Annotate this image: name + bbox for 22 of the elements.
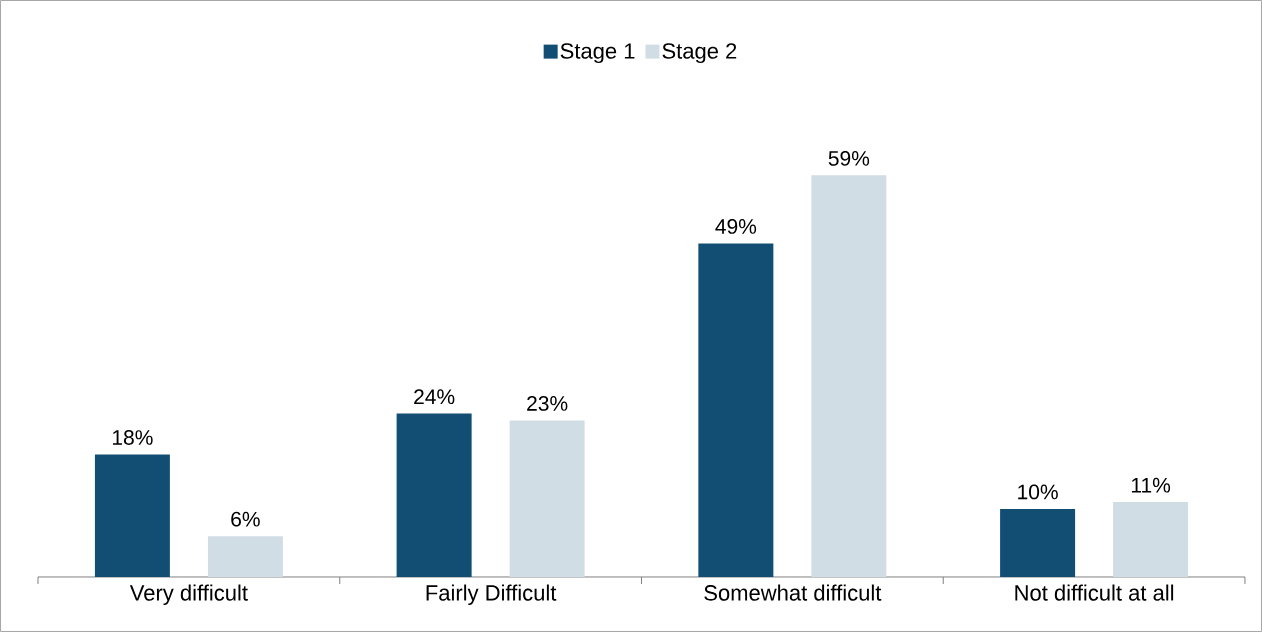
bar xyxy=(698,243,774,577)
bar xyxy=(94,454,170,577)
bar xyxy=(207,536,283,577)
x-tick-label: Not difficult at all xyxy=(1015,584,1174,601)
bar xyxy=(1113,502,1189,577)
data-label: 23% xyxy=(527,396,568,411)
legend-label: Stage 1 xyxy=(560,43,635,64)
data-label: 59% xyxy=(828,150,870,166)
data-label: 49% xyxy=(715,219,757,234)
data-label: 6% xyxy=(231,511,260,527)
data-label: 11% xyxy=(1131,477,1171,493)
x-tick-label: Very difficult xyxy=(129,584,248,606)
bar xyxy=(1000,508,1076,577)
bar xyxy=(396,413,472,577)
bar xyxy=(509,420,585,577)
data-label: 24% xyxy=(414,389,455,405)
legend-label: Stage 2 xyxy=(662,43,737,64)
x-tick-label: Fairly Difficult xyxy=(426,584,557,606)
data-label: 10% xyxy=(1018,484,1058,500)
x-tick-label: Somewhat difficult xyxy=(704,584,882,601)
bar xyxy=(811,175,887,577)
data-label: 18% xyxy=(112,430,153,445)
